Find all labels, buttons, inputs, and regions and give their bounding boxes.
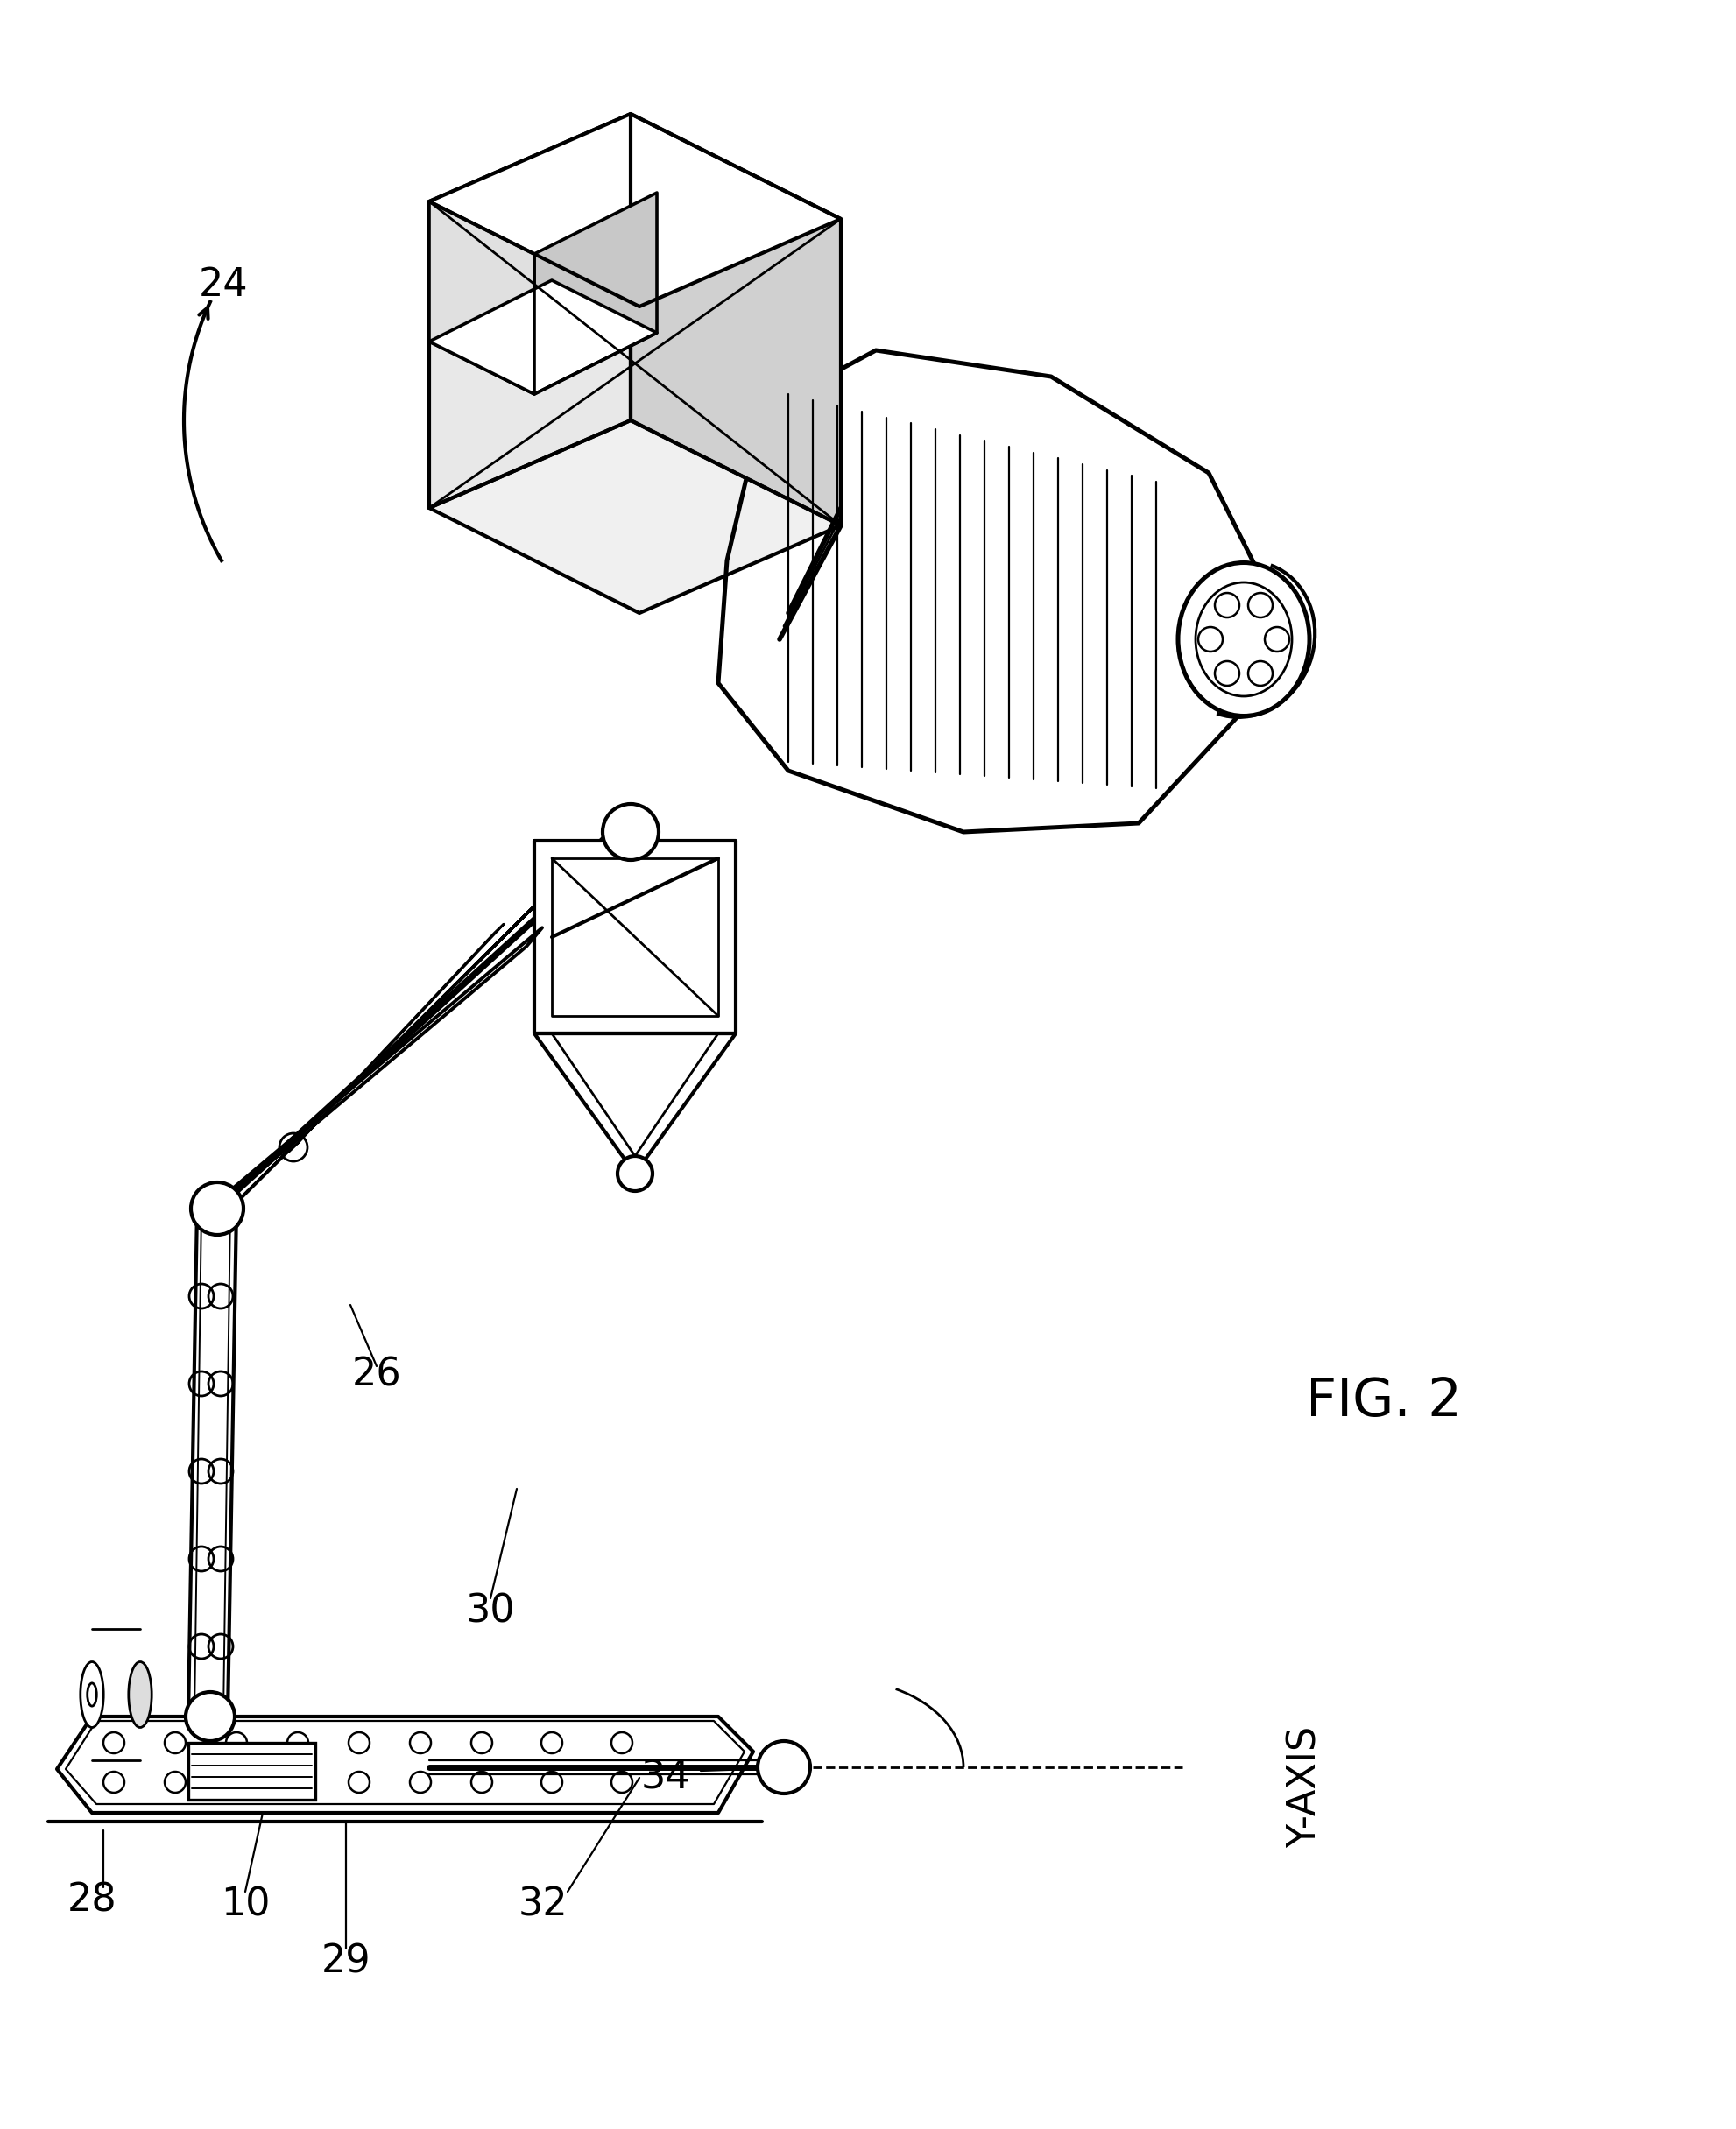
Polygon shape (57, 1716, 753, 1814)
Circle shape (757, 1742, 809, 1793)
Bar (187, 1744, 316, 1799)
Circle shape (618, 1156, 653, 1190)
Text: 10: 10 (220, 1886, 269, 1925)
Polygon shape (429, 113, 630, 509)
Circle shape (191, 1182, 243, 1235)
Text: 24: 24 (198, 266, 248, 304)
Polygon shape (535, 1033, 736, 1173)
Polygon shape (429, 113, 840, 307)
Polygon shape (290, 1035, 399, 1150)
Polygon shape (535, 192, 656, 394)
Polygon shape (630, 113, 840, 526)
Ellipse shape (80, 1663, 104, 1727)
Polygon shape (429, 419, 840, 613)
Polygon shape (187, 1209, 236, 1716)
Polygon shape (719, 351, 1269, 832)
Text: 34: 34 (641, 1759, 691, 1797)
Ellipse shape (128, 1663, 151, 1727)
Text: 26: 26 (352, 1356, 401, 1394)
Polygon shape (207, 820, 641, 1220)
Polygon shape (66, 1720, 745, 1803)
Text: 30: 30 (465, 1592, 516, 1631)
Ellipse shape (1177, 562, 1309, 715)
Polygon shape (429, 202, 535, 394)
Polygon shape (535, 841, 736, 1033)
Text: Y-AXIS: Y-AXIS (1286, 1727, 1323, 1848)
Text: FIG. 2: FIG. 2 (1305, 1375, 1462, 1426)
Polygon shape (288, 924, 503, 1152)
Polygon shape (429, 281, 656, 394)
Ellipse shape (1194, 583, 1292, 696)
Circle shape (186, 1693, 234, 1742)
Polygon shape (231, 828, 613, 1209)
Circle shape (602, 805, 658, 860)
Ellipse shape (87, 1684, 97, 1705)
Polygon shape (210, 928, 542, 1214)
Text: 29: 29 (321, 1944, 370, 1980)
Text: 28: 28 (68, 1882, 116, 1918)
Text: 32: 32 (517, 1886, 568, 1925)
Polygon shape (552, 858, 719, 1016)
